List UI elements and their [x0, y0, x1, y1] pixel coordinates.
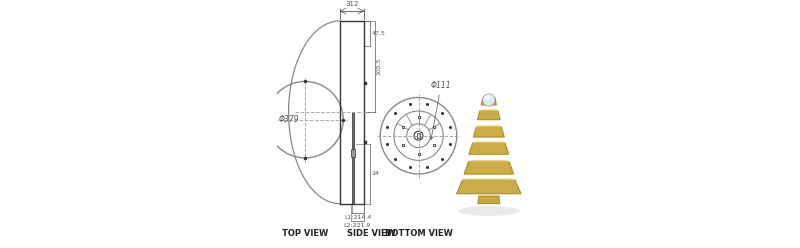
Circle shape: [482, 94, 495, 106]
Text: Φ111: Φ111: [430, 81, 451, 140]
Text: 24: 24: [372, 171, 380, 176]
Text: 47.5: 47.5: [372, 31, 386, 36]
Text: TOP VIEW: TOP VIEW: [282, 229, 328, 238]
Polygon shape: [462, 179, 515, 180]
Text: L2:221.9: L2:221.9: [344, 223, 371, 228]
Polygon shape: [480, 110, 498, 111]
Ellipse shape: [458, 206, 520, 216]
Polygon shape: [469, 160, 509, 162]
Text: BOTTOM VIEW: BOTTOM VIEW: [385, 229, 453, 238]
Bar: [417, 133, 420, 138]
Polygon shape: [457, 180, 521, 194]
Bar: [352, 112, 354, 204]
Polygon shape: [482, 97, 495, 98]
Polygon shape: [473, 142, 505, 143]
Polygon shape: [478, 196, 500, 204]
Polygon shape: [482, 98, 496, 105]
Text: L1:214.4: L1:214.4: [345, 216, 372, 220]
Text: SIDE VIEW: SIDE VIEW: [347, 229, 396, 238]
Polygon shape: [478, 111, 500, 120]
Text: 312: 312: [345, 1, 358, 7]
Text: Φ379: Φ379: [279, 115, 300, 124]
Text: 105.5: 105.5: [377, 58, 382, 75]
Polygon shape: [476, 126, 502, 127]
Polygon shape: [474, 127, 504, 137]
Polygon shape: [464, 162, 514, 174]
Polygon shape: [469, 143, 509, 154]
Circle shape: [485, 95, 490, 100]
Bar: [351, 149, 355, 157]
